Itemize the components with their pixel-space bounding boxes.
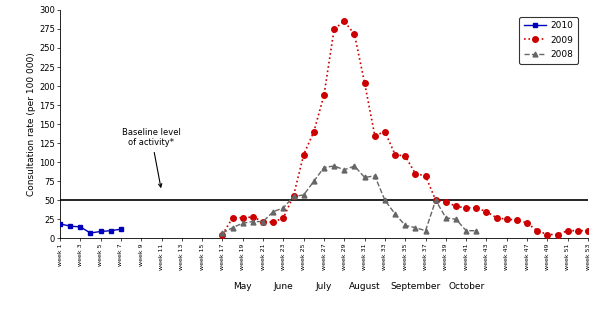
2009 xyxy=(574,229,581,233)
2009 xyxy=(341,20,348,24)
2009 xyxy=(503,217,511,221)
2008 xyxy=(351,164,358,168)
2008 xyxy=(371,174,379,178)
2009 xyxy=(452,204,460,208)
2008 xyxy=(463,229,470,233)
2010 xyxy=(87,231,94,235)
2009 xyxy=(331,27,338,31)
2008 xyxy=(310,179,317,183)
2009 xyxy=(320,93,328,97)
2009 xyxy=(463,206,470,210)
2009 xyxy=(412,171,419,175)
2009 xyxy=(442,200,449,204)
2008 xyxy=(473,229,480,233)
2009 xyxy=(310,130,317,134)
2008 xyxy=(412,226,419,230)
2008 xyxy=(320,166,328,169)
2009 xyxy=(361,81,368,85)
2009 xyxy=(259,219,266,223)
2009 xyxy=(382,130,389,134)
Text: October: October xyxy=(448,282,484,292)
2008 xyxy=(239,221,247,225)
2009 xyxy=(564,229,571,233)
2008 xyxy=(361,175,368,179)
2008 xyxy=(280,206,287,210)
2009 xyxy=(391,153,398,157)
2010 xyxy=(118,227,125,231)
2009 xyxy=(554,232,561,236)
Text: September: September xyxy=(390,282,440,292)
Text: June: June xyxy=(274,282,293,292)
2009 xyxy=(351,32,358,36)
2008 xyxy=(219,231,226,235)
2009 xyxy=(584,229,592,233)
2008 xyxy=(331,164,338,168)
2008 xyxy=(300,193,307,197)
Line: 2009: 2009 xyxy=(220,19,591,237)
2009 xyxy=(514,218,521,222)
2008 xyxy=(382,198,389,202)
2010 xyxy=(107,229,115,233)
2009 xyxy=(280,216,287,220)
2009 xyxy=(401,154,409,158)
2009 xyxy=(371,133,379,138)
2009 xyxy=(250,215,257,219)
2008 xyxy=(269,210,277,214)
2010 xyxy=(56,222,64,226)
2009 xyxy=(269,220,277,224)
2009 xyxy=(483,210,490,214)
Line: 2010: 2010 xyxy=(58,221,124,235)
2009 xyxy=(239,216,247,220)
2008 xyxy=(229,226,236,230)
2008 xyxy=(401,223,409,227)
Line: 2008: 2008 xyxy=(220,164,479,235)
2009 xyxy=(219,232,226,236)
Text: May: May xyxy=(233,282,252,292)
2008 xyxy=(391,212,398,216)
2009 xyxy=(422,174,429,178)
2009 xyxy=(473,206,480,210)
2010 xyxy=(77,225,84,229)
2009 xyxy=(290,194,297,198)
2008 xyxy=(432,198,439,202)
2008 xyxy=(290,194,297,198)
2009 xyxy=(544,232,551,236)
Text: July: July xyxy=(316,282,332,292)
2009 xyxy=(432,198,439,202)
2010 xyxy=(67,224,74,228)
2009 xyxy=(523,221,530,225)
Legend: 2010, 2009, 2008: 2010, 2009, 2008 xyxy=(519,17,578,64)
2009 xyxy=(300,153,307,157)
Y-axis label: Consultation rate (per 100 000): Consultation rate (per 100 000) xyxy=(28,52,37,196)
2008 xyxy=(250,219,257,223)
2008 xyxy=(452,217,460,221)
2008 xyxy=(442,216,449,220)
2009 xyxy=(229,216,236,220)
Text: Baseline level
of activity*: Baseline level of activity* xyxy=(122,127,181,187)
2009 xyxy=(533,229,541,233)
2010 xyxy=(97,229,104,233)
2008 xyxy=(341,168,348,172)
2008 xyxy=(259,219,266,223)
Text: August: August xyxy=(349,282,380,292)
2008 xyxy=(422,229,429,233)
2009 xyxy=(493,216,500,220)
